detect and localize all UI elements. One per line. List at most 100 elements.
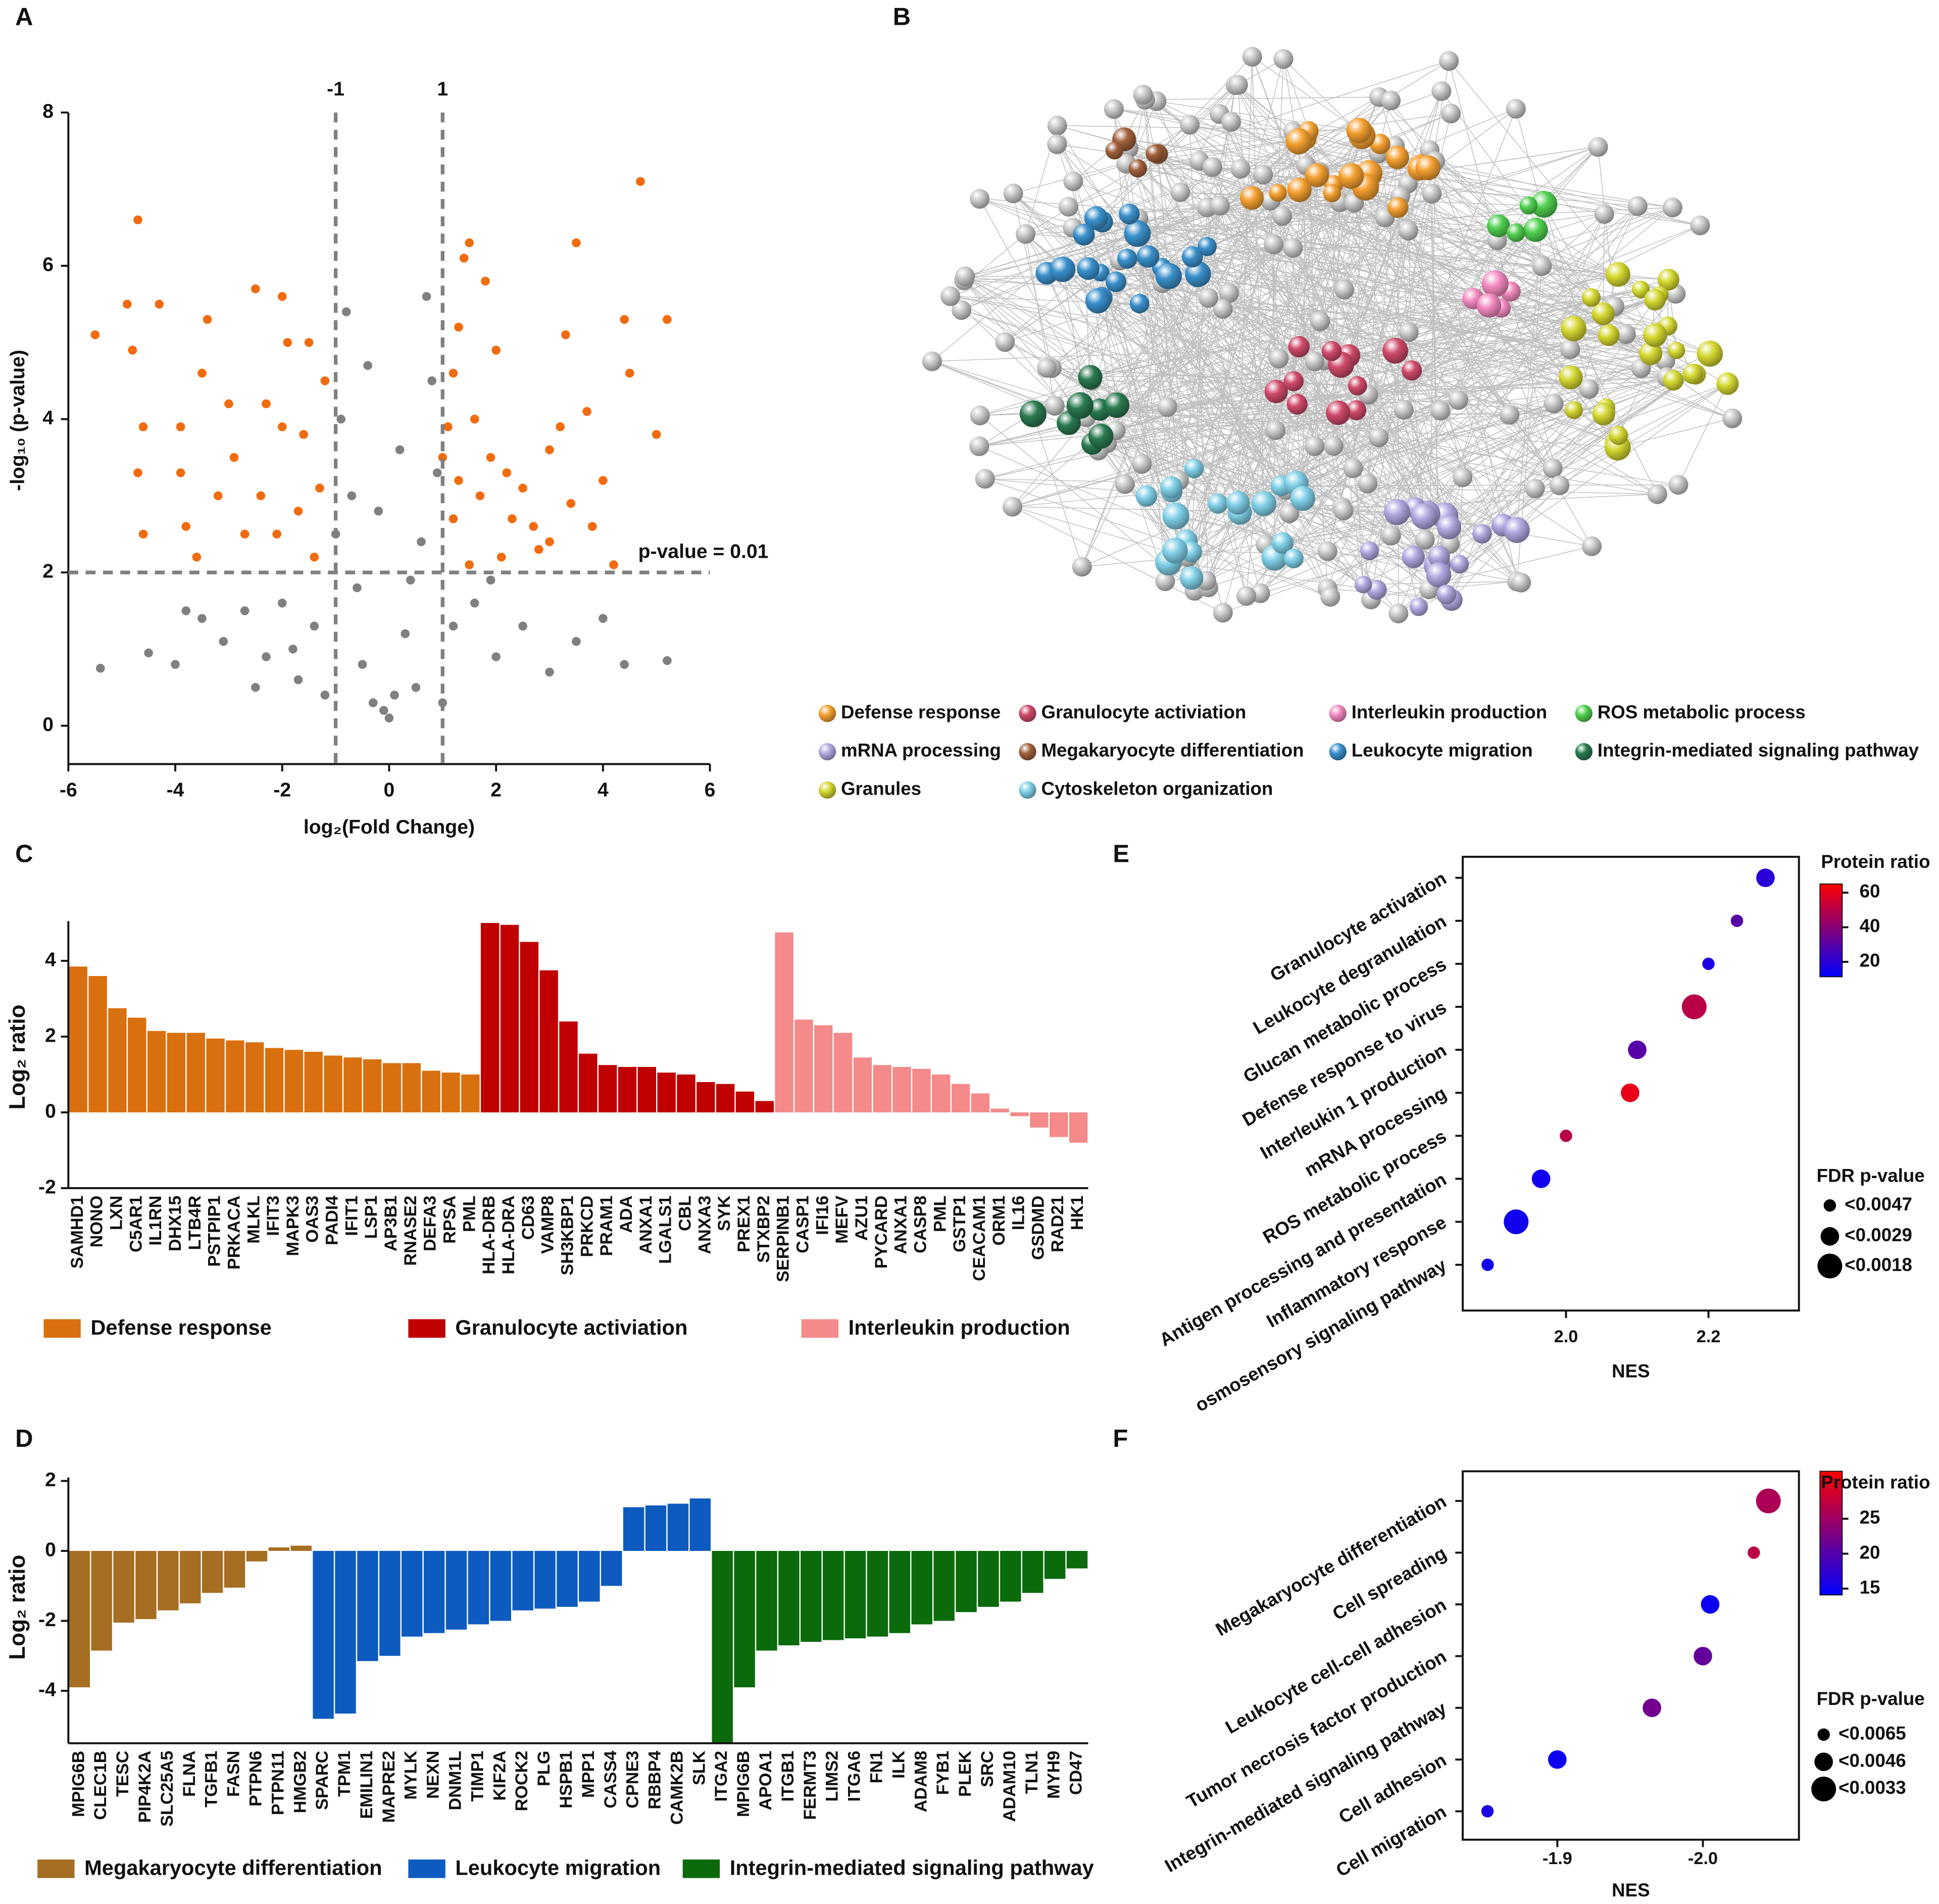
edge xyxy=(1012,506,1188,558)
size-legend-label: <0.0029 xyxy=(1845,1225,1912,1245)
edge xyxy=(1146,192,1278,497)
panel-label: E xyxy=(1113,841,1129,868)
y-tick-label: 2 xyxy=(45,1469,56,1491)
node xyxy=(1066,392,1093,419)
point xyxy=(663,656,672,665)
bubble xyxy=(1481,1258,1494,1271)
point xyxy=(384,713,394,723)
colorbar-tick-label: 20 xyxy=(1860,950,1880,971)
node xyxy=(1333,501,1354,521)
x-tick-label: HMGB2 xyxy=(290,1751,310,1814)
legend-label: Integrin-mediated signaling pathway xyxy=(730,1856,1094,1879)
bar xyxy=(775,932,793,1112)
point xyxy=(138,529,148,539)
y-axis-title: Log₂ ratio xyxy=(5,1005,30,1110)
point xyxy=(470,414,479,424)
x-tick-label: RAD21 xyxy=(1048,1196,1067,1252)
edge xyxy=(1191,321,1321,552)
edge xyxy=(1237,57,1253,503)
x-tick-label: HLA-DRA xyxy=(499,1196,518,1275)
node xyxy=(1385,145,1409,169)
bar xyxy=(520,942,539,1112)
edge xyxy=(1127,258,1297,483)
x-tick-label: SAMHD1 xyxy=(68,1196,87,1269)
bar xyxy=(623,1507,644,1551)
y-axis-title: -log₁₀ (p-value) xyxy=(7,350,29,491)
x-tick-label: ADAM10 xyxy=(1000,1751,1019,1822)
legend-swatch xyxy=(43,1319,81,1338)
node xyxy=(1273,49,1294,69)
point xyxy=(240,606,250,615)
node xyxy=(1472,524,1492,544)
edge xyxy=(1114,150,1553,469)
node xyxy=(1431,81,1452,101)
point xyxy=(599,614,608,623)
node xyxy=(1415,529,1435,550)
bar xyxy=(379,1551,401,1656)
node xyxy=(1242,46,1262,67)
node xyxy=(1369,427,1389,448)
threshold-label: p-value = 0.01 xyxy=(638,541,769,562)
node xyxy=(1146,144,1164,163)
edge xyxy=(1306,165,1416,508)
bar xyxy=(69,1551,90,1688)
x-tick-label: ADA xyxy=(617,1196,636,1233)
node xyxy=(1155,263,1182,289)
edge xyxy=(1025,233,1208,247)
x-tick-label: MPIG6B xyxy=(69,1751,88,1817)
edge xyxy=(1281,216,1304,499)
point xyxy=(465,560,474,569)
node xyxy=(1088,423,1114,449)
bubble xyxy=(1702,957,1715,970)
point xyxy=(406,575,415,585)
node xyxy=(1157,397,1177,417)
node xyxy=(1253,165,1273,185)
bar xyxy=(1066,1551,1088,1569)
legend-dot xyxy=(1575,743,1593,761)
edge xyxy=(1222,298,1473,310)
node xyxy=(1228,75,1248,95)
x-tick-label: PTPN6 xyxy=(246,1751,265,1807)
node xyxy=(1078,365,1103,389)
node xyxy=(1263,234,1284,255)
size-legend-dot xyxy=(1817,1253,1843,1279)
edge xyxy=(1158,154,1290,514)
x-tick-label: APOA1 xyxy=(756,1751,775,1811)
bar xyxy=(500,924,519,1112)
point xyxy=(432,468,442,477)
legend-dot xyxy=(1329,705,1347,722)
node xyxy=(1285,128,1312,155)
node xyxy=(1213,299,1233,319)
x-tick-label: SH3KBP1 xyxy=(558,1196,577,1276)
node xyxy=(1550,475,1570,496)
point xyxy=(251,284,260,294)
x-tick-label: AZU1 xyxy=(852,1196,871,1241)
colorbar-tick-label: 15 xyxy=(1860,1577,1880,1597)
node xyxy=(1179,566,1204,590)
point xyxy=(609,560,618,569)
bar xyxy=(441,1072,460,1112)
edge xyxy=(1296,173,1370,483)
edge xyxy=(1137,161,1435,234)
x-tick-label: ANXA1 xyxy=(891,1196,911,1254)
x-tick-label: PYCARD xyxy=(872,1196,891,1269)
edge xyxy=(1114,150,1338,413)
node xyxy=(970,189,990,209)
x-tick-label: RBBP4 xyxy=(645,1751,665,1810)
x-tick-label: IL16 xyxy=(1009,1196,1028,1231)
node xyxy=(1523,217,1548,242)
legend-swatch xyxy=(801,1319,839,1338)
point xyxy=(299,430,308,439)
x-tick-label: PSTPIP1 xyxy=(205,1196,224,1267)
edge xyxy=(1251,198,1338,413)
x-tick-label: CASP8 xyxy=(911,1196,930,1253)
point xyxy=(411,682,421,692)
node xyxy=(1290,485,1316,511)
node xyxy=(1716,372,1739,395)
node xyxy=(1105,271,1127,292)
bar xyxy=(539,970,558,1112)
x-tick-label: MAPK3 xyxy=(283,1196,303,1256)
bar xyxy=(933,1551,955,1621)
node xyxy=(1208,494,1228,514)
